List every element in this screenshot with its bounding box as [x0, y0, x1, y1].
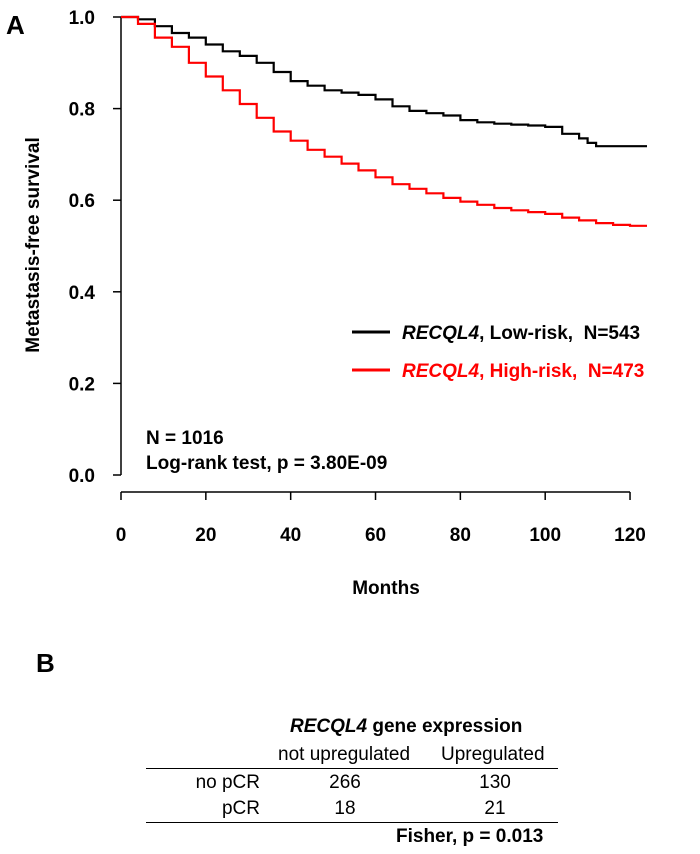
column-header-not-upregulated: not upregulated: [278, 744, 411, 765]
x-tick-label: 60: [365, 525, 386, 546]
cell-pcr-not-upregulated: 18: [334, 798, 356, 819]
legend-rest-low-risk: , Low-risk, N=543: [479, 323, 640, 344]
x-tick-label: 40: [280, 525, 301, 546]
survival-curves: [121, 15, 647, 227]
y-tick-label: 0.4: [69, 283, 96, 304]
y-tick-label: 0.6: [69, 191, 95, 212]
chart-ticks: 0.0 0.2 0.4 0.6 0.8 1.0 0 20 40 60 80 100 120: [69, 8, 646, 546]
chart-legend: RECQL4, Low-risk, N=543 RECQL4, High-ris…: [352, 323, 644, 382]
table-header-gene: RECQL4: [290, 716, 368, 737]
cell-no-pcr-upregulated: 130: [479, 772, 511, 793]
legend-text-high-risk: RECQL4, High-risk, N=473: [402, 361, 644, 382]
y-tick-label: 0.2: [69, 374, 95, 395]
cell-pcr-upregulated: 21: [484, 798, 506, 819]
y-tick-label: 0.0: [69, 466, 95, 487]
x-tick-label: 20: [195, 525, 216, 546]
x-tick-label: 120: [614, 525, 646, 546]
annotation-n: N = 1016: [146, 428, 224, 449]
y-tick-label: 1.0: [69, 8, 95, 29]
x-tick-label: 80: [450, 525, 471, 546]
table-header: RECQL4 gene expression: [290, 716, 522, 738]
table-rule-bottom: [146, 822, 558, 823]
chart-axes: [120, 17, 631, 493]
row-label-pcr: pCR: [221, 798, 260, 819]
y-tick-label: 0.8: [69, 100, 95, 121]
table-rule-top: [146, 768, 558, 769]
row-label-no-pcr: no pCR: [195, 772, 260, 793]
annotation-logrank: Log-rank test, p = 3.80E-09: [146, 453, 387, 474]
panel-a-label: A: [6, 10, 25, 40]
fisher-test-result: Fisher, p = 0.013: [396, 826, 544, 847]
table-header-rest: gene expression: [367, 716, 523, 737]
panel-b-label: B: [36, 648, 55, 678]
y-axis-label: Metastasis-free survival: [23, 137, 44, 352]
x-tick-label: 100: [529, 525, 561, 546]
cell-no-pcr-not-upregulated: 266: [329, 772, 361, 793]
legend-gene-low-risk: RECQL4: [402, 323, 480, 344]
legend-rest-high-risk: , High-risk, N=473: [479, 361, 644, 382]
curve-low-risk: [121, 15, 647, 148]
column-header-upregulated: Upregulated: [441, 744, 545, 765]
x-tick-label: 0: [116, 525, 127, 546]
x-axis-label: Months: [352, 578, 420, 599]
km-survival-chart: 0.0 0.2 0.4 0.6 0.8 1.0 0 20 40 60 80 100 120 Metast…: [23, 8, 647, 599]
legend-text-low-risk: RECQL4, Low-risk, N=543: [402, 323, 640, 344]
curve-high-risk: [121, 15, 647, 227]
legend-gene-high-risk: RECQL4: [402, 361, 480, 382]
